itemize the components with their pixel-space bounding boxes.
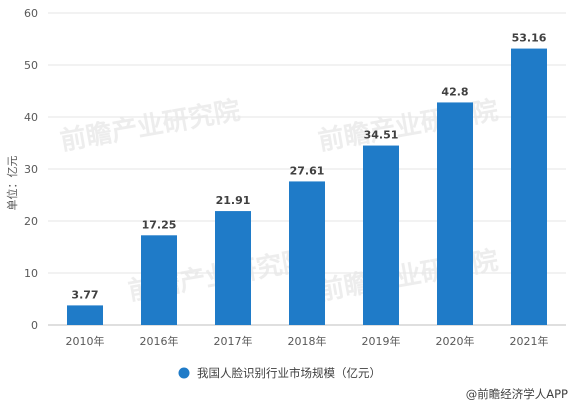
y-tick-label: 40 <box>24 111 38 124</box>
y-axis-label: 单位：亿元 <box>5 156 19 211</box>
bar <box>511 48 547 326</box>
data-label: 17.25 <box>142 218 177 231</box>
legend-label: 我国人脸识别行业市场规模（亿元） <box>197 366 381 380</box>
y-tick-label: 10 <box>24 267 38 280</box>
x-tick-label: 2018年 <box>288 334 327 348</box>
y-tick-label: 60 <box>24 7 38 20</box>
data-label: 42.8 <box>441 85 468 98</box>
bar <box>67 305 103 325</box>
y-tick-label: 20 <box>24 215 38 228</box>
data-label: 53.16 <box>512 32 547 45</box>
y-tick-label: 30 <box>24 163 38 176</box>
x-axis-ticks: 2010年 2016年 2017年 2018年 2019年 2020年 2021年 <box>66 334 549 348</box>
x-tick-label: 2020年 <box>436 334 475 348</box>
source-credit: @前瞻经济学人APP <box>466 387 568 401</box>
gridlines <box>48 12 566 326</box>
data-labels: 3.77 17.25 21.91 27.61 34.51 42.8 53.16 <box>71 32 546 302</box>
data-label: 27.61 <box>290 164 325 177</box>
x-tick-label: 2021年 <box>510 334 549 348</box>
bar <box>437 102 473 325</box>
y-axis-ticks: 0 10 20 30 40 50 60 <box>24 7 38 332</box>
bar <box>141 235 177 325</box>
bar <box>363 145 399 325</box>
watermarks: 前瞻产业研究院前瞻产业研究院前瞻产业研究院前瞻产业研究院 <box>58 95 501 307</box>
watermark: 前瞻产业研究院 <box>58 95 243 157</box>
data-label: 3.77 <box>71 288 98 301</box>
data-label: 21.91 <box>216 194 251 207</box>
y-tick-label: 50 <box>24 59 38 72</box>
data-label: 34.51 <box>364 129 399 142</box>
x-tick-label: 2010年 <box>66 334 105 348</box>
bar <box>215 211 251 325</box>
bar <box>289 181 325 325</box>
x-tick-label: 2019年 <box>362 334 401 348</box>
legend-marker <box>178 367 190 379</box>
x-tick-label: 2017年 <box>214 334 253 348</box>
bars <box>67 48 547 326</box>
x-tick-label: 2016年 <box>140 334 179 348</box>
y-tick-label: 0 <box>31 319 38 332</box>
legend: 我国人脸识别行业市场规模（亿元） <box>178 366 381 380</box>
